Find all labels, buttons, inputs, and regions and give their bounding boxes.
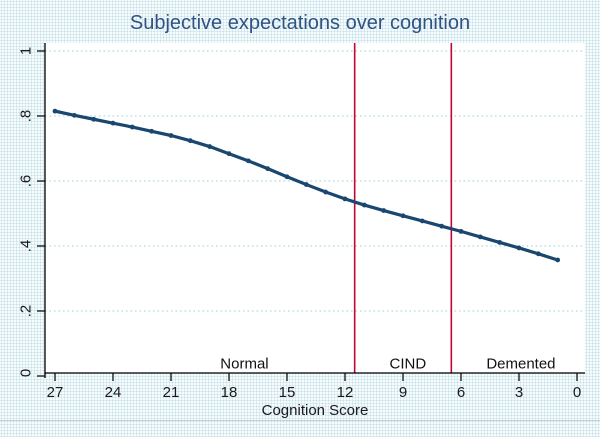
x-tick-label: 15 bbox=[278, 384, 296, 401]
series-marker bbox=[284, 174, 290, 180]
series-marker bbox=[381, 208, 387, 213]
series-marker bbox=[477, 234, 483, 240]
series-marker bbox=[91, 116, 97, 122]
series-marker bbox=[129, 124, 135, 130]
x-tick-label: 12 bbox=[336, 384, 354, 401]
series-marker bbox=[400, 213, 406, 219]
zone-label: Demented bbox=[486, 355, 556, 373]
x-tick-label: 0 bbox=[572, 384, 582, 401]
series-marker bbox=[516, 245, 522, 251]
graph-region-bottom-border bbox=[0, 420, 600, 421]
chart-title: Subjective expectations over cognition bbox=[129, 12, 471, 34]
series-marker bbox=[323, 189, 329, 195]
x-tick-label: 21 bbox=[162, 384, 180, 401]
series-marker bbox=[168, 133, 174, 138]
series-marker bbox=[439, 223, 445, 229]
zone-label: Normal bbox=[220, 355, 269, 373]
x-axis-title: Cognition Score bbox=[261, 402, 369, 419]
series-marker bbox=[226, 151, 232, 157]
zone-label: CIND bbox=[389, 355, 427, 373]
y-tick-label: 1 bbox=[17, 46, 35, 56]
y-tick-label: .2 bbox=[17, 304, 35, 318]
series-marker bbox=[245, 158, 251, 164]
series-marker bbox=[535, 251, 541, 257]
y-tick-label: .8 bbox=[17, 109, 35, 123]
y-tick-label: 0 bbox=[17, 368, 35, 378]
x-tick-label: 24 bbox=[104, 384, 122, 401]
series-marker bbox=[458, 228, 464, 234]
series-marker bbox=[110, 120, 116, 126]
series-marker bbox=[149, 128, 155, 134]
x-tick-label: 9 bbox=[398, 384, 408, 401]
series-marker bbox=[71, 112, 77, 118]
plot-area bbox=[45, 43, 585, 373]
series-marker bbox=[303, 182, 309, 187]
y-tick-label: .4 bbox=[17, 239, 35, 253]
x-tick-label: 27 bbox=[46, 384, 64, 401]
series-marker bbox=[52, 108, 58, 114]
x-tick-label: 6 bbox=[456, 384, 466, 401]
series-marker bbox=[342, 196, 348, 202]
series-marker bbox=[207, 144, 213, 149]
x-tick-label: 18 bbox=[220, 384, 238, 401]
series-marker bbox=[187, 138, 193, 144]
series-marker bbox=[265, 166, 271, 172]
x-tick-label: 3 bbox=[514, 384, 524, 401]
series-marker bbox=[555, 257, 561, 263]
series-marker bbox=[361, 202, 367, 208]
series-marker bbox=[497, 240, 503, 245]
series-marker bbox=[419, 218, 425, 224]
y-tick-label: .6 bbox=[17, 174, 35, 188]
